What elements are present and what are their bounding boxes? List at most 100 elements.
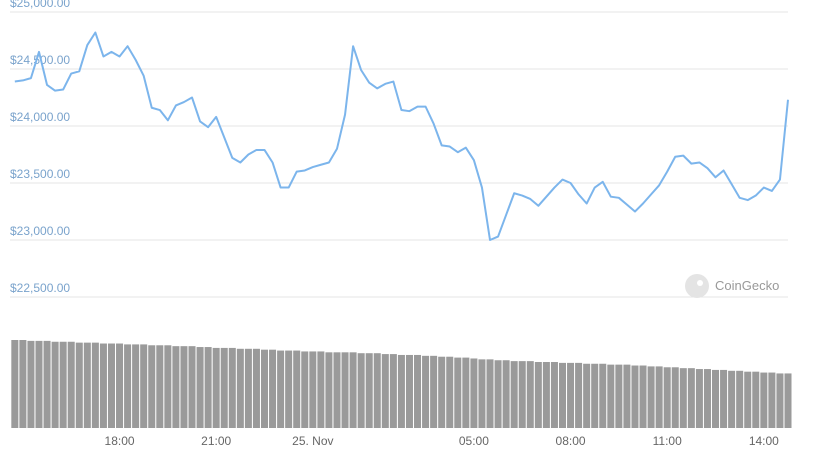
- volume-bar: [671, 367, 679, 428]
- volume-bar: [623, 364, 631, 428]
- x-tick-label: 11:00: [653, 434, 682, 448]
- volume-bar: [607, 364, 615, 428]
- volume-bar: [446, 356, 454, 428]
- volume-bar: [236, 348, 244, 428]
- volume-bar: [518, 361, 526, 428]
- watermark-logo-eye: [697, 280, 703, 286]
- volume-bar: [397, 354, 405, 428]
- volume-bar: [301, 351, 309, 428]
- x-tick-label: 18:00: [105, 434, 135, 448]
- volume-bar: [269, 349, 277, 428]
- volume-bar: [631, 365, 639, 428]
- volume-bar: [502, 360, 510, 428]
- volume-bar: [156, 345, 164, 428]
- volume-bar: [51, 341, 59, 428]
- volume-bar: [373, 353, 381, 428]
- volume-bar: [124, 344, 132, 428]
- volume-bar: [204, 347, 212, 428]
- volume-bar: [695, 369, 703, 428]
- volume-bar: [462, 357, 470, 428]
- volume-bar: [639, 365, 647, 428]
- y-tick-label: $25,000.00: [10, 0, 70, 10]
- volume-bar: [180, 346, 188, 428]
- volume-bar: [679, 368, 687, 428]
- volume-bar: [470, 358, 478, 428]
- volume-bar: [277, 350, 285, 428]
- volume-bar: [35, 340, 43, 428]
- volume-bar: [381, 354, 389, 428]
- x-tick-label: 08:00: [556, 434, 586, 448]
- volume-bar: [534, 362, 542, 428]
- watermark-logo: [685, 274, 709, 298]
- volume-bar: [712, 369, 720, 428]
- volume-bar: [615, 364, 623, 428]
- volume-bar: [599, 363, 607, 428]
- volume-bar: [389, 354, 397, 428]
- volume-bar: [542, 362, 550, 428]
- volume-bar: [583, 363, 591, 428]
- volume-bar: [11, 340, 19, 428]
- volume-bar: [75, 342, 83, 428]
- volume-bar: [309, 351, 317, 428]
- volume-bar: [325, 352, 333, 428]
- volume-bar: [116, 343, 124, 428]
- volume-bar: [575, 362, 583, 428]
- volume-bar: [341, 352, 349, 428]
- volume-bar: [510, 361, 518, 428]
- volume-bar: [99, 343, 107, 428]
- volume-bar: [317, 351, 325, 428]
- volume-bar: [349, 352, 357, 428]
- volume-bar: [244, 348, 252, 428]
- volume-bar: [703, 369, 711, 428]
- volume-bar: [357, 353, 365, 428]
- x-tick-label: 14:00: [749, 434, 779, 448]
- volume-bar: [196, 347, 204, 428]
- volume-bar: [83, 342, 91, 428]
- volume-bar: [148, 345, 156, 428]
- x-tick-label: 21:00: [201, 434, 231, 448]
- volume-bar: [405, 354, 413, 428]
- y-tick-label: $22,500.00: [10, 281, 70, 295]
- volume-bar: [494, 360, 502, 428]
- volume-bar: [752, 371, 760, 428]
- volume-bar: [663, 367, 671, 428]
- volume-bar: [260, 349, 269, 428]
- volume-bar: [132, 344, 140, 428]
- volume-bar: [252, 348, 260, 428]
- volume-bar: [567, 362, 575, 428]
- volume-bar: [687, 368, 695, 428]
- volume-bar: [728, 370, 736, 428]
- volume-bar: [293, 350, 301, 428]
- volume-bar: [655, 366, 663, 428]
- watermark-text: CoinGecko: [715, 278, 779, 293]
- volume-bar: [188, 346, 196, 428]
- volume-bar: [438, 356, 446, 428]
- volume-bar: [91, 342, 99, 428]
- volume-bar: [784, 373, 792, 428]
- volume-bar: [164, 345, 172, 428]
- volume-bar: [365, 353, 373, 428]
- volume-bar: [478, 359, 486, 428]
- volume-bar: [744, 371, 752, 428]
- volume-bar: [558, 362, 567, 428]
- volume-bar: [43, 340, 51, 428]
- volume-bar: [333, 352, 341, 428]
- volume-bar: [591, 363, 599, 428]
- volume-bar: [422, 355, 430, 428]
- volume-bar: [768, 372, 776, 428]
- y-tick-label: $23,000.00: [10, 224, 70, 238]
- volume-bar: [172, 346, 180, 428]
- volume-bar: [67, 341, 75, 428]
- volume-bar: [27, 340, 35, 428]
- volume-bar: [140, 344, 148, 428]
- volume-bar: [760, 372, 768, 428]
- x-tick-label: 25. Nov: [292, 434, 333, 448]
- x-tick-label: 05:00: [459, 434, 489, 448]
- volume-bar: [526, 361, 534, 428]
- volume-bar: [430, 355, 438, 428]
- volume-bar: [19, 340, 27, 428]
- volume-bar: [285, 350, 293, 428]
- volume-bar: [212, 347, 220, 428]
- volume-bar: [454, 357, 462, 428]
